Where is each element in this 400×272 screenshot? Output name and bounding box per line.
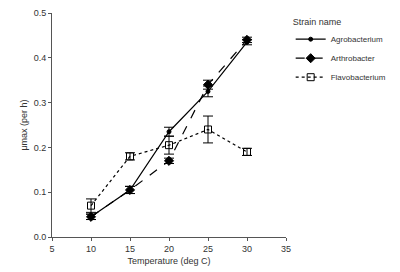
svg-text:0.3: 0.3 [34, 98, 47, 108]
svg-text:30: 30 [242, 244, 252, 254]
svg-text:15: 15 [125, 244, 135, 254]
svg-text:0.0: 0.0 [34, 232, 47, 242]
svg-text:Strain name: Strain name [293, 17, 342, 27]
svg-text:5: 5 [49, 244, 54, 254]
svg-text:Agrobacterium: Agrobacterium [331, 35, 383, 44]
svg-text:Arthrobacter: Arthrobacter [331, 54, 375, 63]
svg-text:10: 10 [86, 244, 96, 254]
svg-text:0.1: 0.1 [34, 187, 47, 197]
svg-text:Flavobacterium: Flavobacterium [331, 73, 386, 82]
svg-text:20: 20 [164, 244, 174, 254]
svg-text:0.4: 0.4 [34, 53, 47, 63]
svg-text:0.5: 0.5 [34, 8, 47, 18]
svg-text:25: 25 [203, 244, 213, 254]
svg-text:35: 35 [281, 244, 291, 254]
svg-text:0.2: 0.2 [34, 143, 47, 153]
svg-text:μmax (per h): μmax (per h) [19, 99, 29, 150]
svg-text:Temperature (deg C): Temperature (deg C) [127, 256, 210, 266]
